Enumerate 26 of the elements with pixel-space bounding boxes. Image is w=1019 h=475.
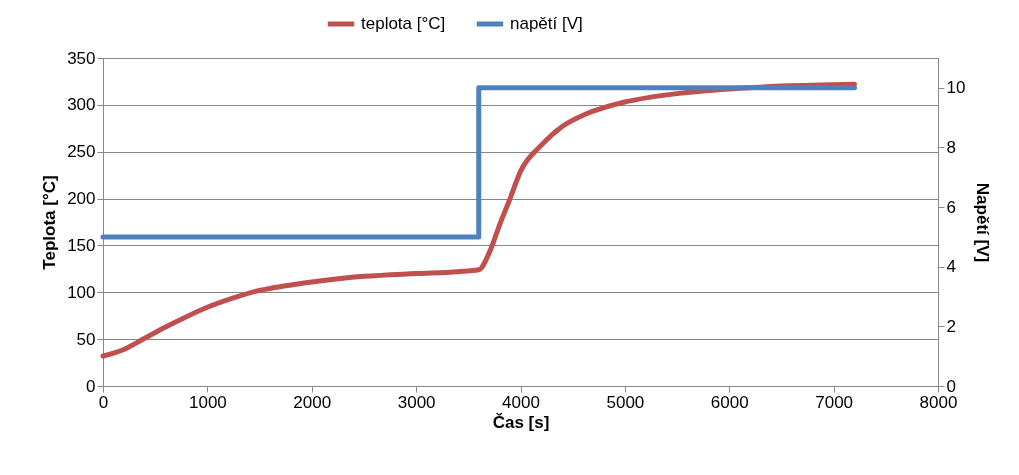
x-tick-label: 3000	[397, 392, 436, 412]
y2-tick-label: 10	[946, 78, 966, 98]
y-tick-label: 50	[76, 329, 96, 349]
y-tick-label: 0	[86, 376, 96, 396]
y-tick-label: 350	[67, 48, 96, 68]
legend-label: teplota [°C]	[361, 14, 446, 33]
y2-axis-title: Napětí [V]	[973, 182, 993, 263]
y2-tick-label: 8	[946, 137, 956, 157]
x-tick-label: 6000	[710, 392, 749, 412]
y-axis-title: Teplota [°C]	[40, 175, 60, 270]
x-tick-label: 1000	[188, 392, 227, 412]
y2-tick-label: 2	[946, 316, 956, 336]
x-tick-label: 2000	[293, 392, 332, 412]
legend-label: napětí [V]	[510, 14, 583, 33]
y-tick-label: 250	[67, 142, 96, 162]
x-tick-label: 4000	[502, 392, 540, 412]
y2-tick-label: 4	[946, 257, 956, 277]
y-tick-label: 200	[67, 189, 96, 209]
y-tick-label: 100	[67, 282, 96, 302]
y-tick-label: 150	[67, 235, 96, 255]
x-tick-label: 0	[98, 392, 109, 412]
x-tick-label: 5000	[606, 392, 645, 412]
y2-tick-label: 6	[946, 197, 956, 217]
y-tick-label: 300	[67, 95, 96, 115]
x-tick-label: 7000	[815, 392, 854, 412]
x-axis-title: Čas [s]	[492, 412, 550, 432]
